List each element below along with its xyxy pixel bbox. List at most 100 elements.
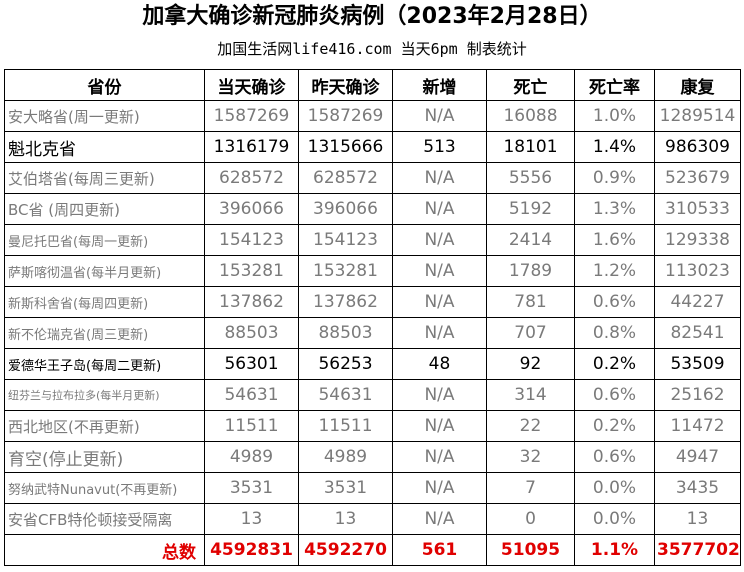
total-new-cell: 561 xyxy=(392,534,487,566)
table-header-row: 省份 当天确诊 昨天确诊 新增 死亡 死亡率 康复 xyxy=(4,69,741,101)
rate-cell: 0.9% xyxy=(574,162,655,194)
today-cell: 154123 xyxy=(204,224,299,256)
table-row: 努纳武特Nunavut(不再更新) 3531 3531 N/A 7 0.0% 3… xyxy=(4,472,741,504)
header-deaths: 死亡 xyxy=(486,69,575,101)
rate-cell: 0.2% xyxy=(574,348,655,380)
new-cell: N/A xyxy=(392,286,487,318)
rate-cell: 0.0% xyxy=(574,472,655,504)
deaths-cell: 32 xyxy=(486,441,575,473)
region-cell: 育空(停止更新) xyxy=(4,441,205,473)
deaths-cell: 2414 xyxy=(486,224,575,256)
recovered-cell: 523679 xyxy=(654,162,741,194)
yesterday-cell: 3531 xyxy=(298,472,393,504)
region-cell: 新斯科舍省(每周四更新) xyxy=(4,286,205,318)
region-cell: BC省 (周四更新) xyxy=(4,193,205,225)
rate-cell: 0.8% xyxy=(574,317,655,349)
yesterday-cell: 628572 xyxy=(298,162,393,194)
new-cell: N/A xyxy=(392,410,487,442)
table-row: 纽芬兰与拉布拉多(每半月更新) 54631 54631 N/A 314 0.6%… xyxy=(4,379,741,411)
deaths-cell: 16088 xyxy=(486,100,575,132)
recovered-cell: 113023 xyxy=(654,255,741,287)
region-cell: 曼尼托巴省(每周一更新) xyxy=(4,224,205,256)
recovered-cell: 53509 xyxy=(654,348,741,380)
new-cell: N/A xyxy=(392,503,487,535)
new-cell: N/A xyxy=(392,193,487,225)
table-row: 艾伯塔省(每周三更新) 628572 628572 N/A 5556 0.9% … xyxy=(4,162,741,194)
new-cell: N/A xyxy=(392,255,487,287)
new-cell: N/A xyxy=(392,162,487,194)
yesterday-cell: 88503 xyxy=(298,317,393,349)
table-row: 新斯科舍省(每周四更新) 137862 137862 N/A 781 0.6% … xyxy=(4,286,741,318)
region-cell: 魁北克省 xyxy=(4,131,205,163)
recovered-cell: 82541 xyxy=(654,317,741,349)
region-cell: 纽芬兰与拉布拉多(每半月更新) xyxy=(4,379,205,411)
region-cell: 爱德华王子岛(每周二更新) xyxy=(4,348,205,380)
rate-cell: 0.0% xyxy=(574,503,655,535)
region-cell: 艾伯塔省(每周三更新) xyxy=(4,162,205,194)
total-today-cell: 4592831 xyxy=(204,534,299,566)
today-cell: 56301 xyxy=(204,348,299,380)
table-row: 安省CFB特伦顿接受隔离 13 13 N/A 0 0.0% 13 xyxy=(4,503,741,535)
rate-cell: 0.6% xyxy=(574,286,655,318)
yesterday-cell: 153281 xyxy=(298,255,393,287)
deaths-cell: 7 xyxy=(486,472,575,504)
deaths-cell: 781 xyxy=(486,286,575,318)
rate-cell: 1.3% xyxy=(574,193,655,225)
recovered-cell: 4947 xyxy=(654,441,741,473)
total-rate-cell: 1.1% xyxy=(574,534,655,566)
header-yesterday-confirmed: 昨天确诊 xyxy=(298,69,393,101)
deaths-cell: 707 xyxy=(486,317,575,349)
new-cell: N/A xyxy=(392,224,487,256)
yesterday-cell: 154123 xyxy=(298,224,393,256)
rate-cell: 1.2% xyxy=(574,255,655,287)
recovered-cell: 44227 xyxy=(654,286,741,318)
recovered-cell: 129338 xyxy=(654,224,741,256)
region-cell: 安省CFB特伦顿接受隔离 xyxy=(4,503,205,535)
yesterday-cell: 13 xyxy=(298,503,393,535)
total-row: 总数 4592831 4592270 561 51095 1.1% 357770… xyxy=(4,534,741,566)
deaths-cell: 1789 xyxy=(486,255,575,287)
yesterday-cell: 11511 xyxy=(298,410,393,442)
new-cell: N/A xyxy=(392,441,487,473)
deaths-cell: 0 xyxy=(486,503,575,535)
total-recovered-cell: 3577702 xyxy=(654,534,741,566)
header-region: 省份 xyxy=(4,69,205,101)
deaths-cell: 18101 xyxy=(486,131,575,163)
region-cell: 萨斯喀彻温省(每半月更新) xyxy=(4,255,205,287)
deaths-cell: 314 xyxy=(486,379,575,411)
recovered-cell: 986309 xyxy=(654,131,741,163)
header-death-rate: 死亡率 xyxy=(574,69,655,101)
today-cell: 1587269 xyxy=(204,100,299,132)
yesterday-cell: 56253 xyxy=(298,348,393,380)
header-recovered: 康复 xyxy=(654,69,741,101)
region-cell: 安大略省(周一更新) xyxy=(4,100,205,132)
yesterday-cell: 1587269 xyxy=(298,100,393,132)
table-row: 爱德华王子岛(每周二更新) 56301 56253 48 92 0.2% 535… xyxy=(4,348,741,380)
recovered-cell: 13 xyxy=(654,503,741,535)
yesterday-cell: 54631 xyxy=(298,379,393,411)
page-title: 加拿大确诊新冠肺炎病例（2023年2月28日） xyxy=(142,4,602,29)
yesterday-cell: 396066 xyxy=(298,193,393,225)
new-cell: N/A xyxy=(392,379,487,411)
today-cell: 153281 xyxy=(204,255,299,287)
table-row: 育空(停止更新) 4989 4989 N/A 32 0.6% 4947 xyxy=(4,441,741,473)
page-subtitle: 加国生活网life416.com 当天6pm 制表统计 xyxy=(217,40,527,58)
rate-cell: 1.0% xyxy=(574,100,655,132)
total-deaths-cell: 51095 xyxy=(486,534,575,566)
recovered-cell: 11472 xyxy=(654,410,741,442)
table-row: 安大略省(周一更新) 1587269 1587269 N/A 16088 1.0… xyxy=(4,100,741,132)
yesterday-cell: 4989 xyxy=(298,441,393,473)
rate-cell: 0.6% xyxy=(574,379,655,411)
new-cell: 513 xyxy=(392,131,487,163)
covid-cases-table: 省份 当天确诊 昨天确诊 新增 死亡 死亡率 康复 安大略省(周一更新) 158… xyxy=(4,69,741,566)
deaths-cell: 92 xyxy=(486,348,575,380)
rate-cell: 0.6% xyxy=(574,441,655,473)
region-cell: 新不伦瑞克省(周三更新) xyxy=(4,317,205,349)
table-row: BC省 (周四更新) 396066 396066 N/A 5192 1.3% 3… xyxy=(4,193,741,225)
today-cell: 4989 xyxy=(204,441,299,473)
table-row: 魁北克省 1316179 1315666 513 18101 1.4% 9863… xyxy=(4,131,741,163)
today-cell: 11511 xyxy=(204,410,299,442)
recovered-cell: 1289514 xyxy=(654,100,741,132)
new-cell: N/A xyxy=(392,100,487,132)
total-yesterday-cell: 4592270 xyxy=(298,534,393,566)
